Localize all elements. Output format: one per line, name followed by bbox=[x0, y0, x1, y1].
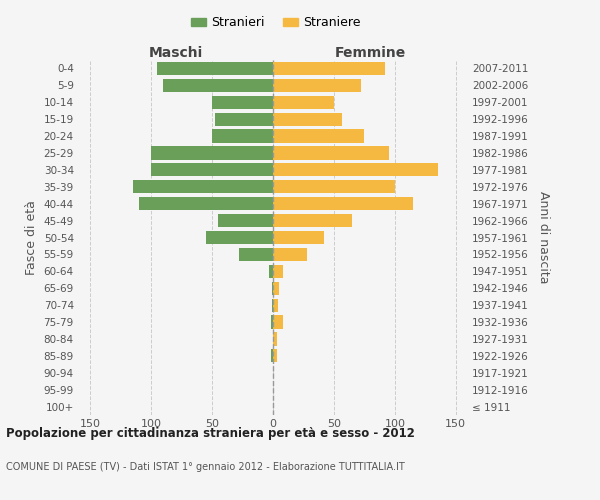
Bar bbox=[151, 146, 273, 160]
Bar bbox=[273, 282, 279, 295]
Bar bbox=[151, 164, 273, 176]
Bar bbox=[273, 197, 413, 210]
Bar bbox=[272, 282, 273, 295]
Bar bbox=[212, 96, 273, 109]
Bar bbox=[206, 231, 273, 244]
Bar bbox=[273, 164, 437, 176]
Bar bbox=[269, 264, 273, 278]
Bar bbox=[273, 79, 361, 92]
Bar bbox=[271, 349, 273, 362]
Bar bbox=[273, 96, 334, 109]
Text: COMUNE DI PAESE (TV) - Dati ISTAT 1° gennaio 2012 - Elaborazione TUTTITALIA.IT: COMUNE DI PAESE (TV) - Dati ISTAT 1° gen… bbox=[6, 462, 405, 472]
Text: Femmine: Femmine bbox=[335, 46, 406, 60]
Bar bbox=[218, 214, 273, 227]
Bar bbox=[139, 197, 273, 210]
Bar bbox=[273, 316, 283, 328]
Bar bbox=[273, 130, 364, 142]
Bar bbox=[273, 231, 324, 244]
Bar bbox=[273, 146, 389, 160]
Bar bbox=[273, 62, 385, 75]
Text: Popolazione per cittadinanza straniera per età e sesso - 2012: Popolazione per cittadinanza straniera p… bbox=[6, 428, 415, 440]
Bar bbox=[215, 112, 273, 126]
Bar bbox=[163, 79, 273, 92]
Bar bbox=[273, 332, 277, 345]
Bar bbox=[273, 298, 278, 312]
Bar bbox=[212, 130, 273, 142]
Bar bbox=[271, 316, 273, 328]
Bar bbox=[273, 112, 343, 126]
Y-axis label: Fasce di età: Fasce di età bbox=[25, 200, 38, 275]
Bar bbox=[272, 298, 273, 312]
Bar bbox=[273, 180, 395, 194]
Bar bbox=[239, 248, 273, 261]
Bar bbox=[133, 180, 273, 194]
Legend: Stranieri, Straniere: Stranieri, Straniere bbox=[186, 11, 366, 34]
Bar bbox=[273, 214, 352, 227]
Bar bbox=[273, 248, 307, 261]
Bar bbox=[157, 62, 273, 75]
Bar bbox=[273, 264, 283, 278]
Bar bbox=[273, 349, 277, 362]
Text: Maschi: Maschi bbox=[148, 46, 203, 60]
Y-axis label: Anni di nascita: Anni di nascita bbox=[537, 191, 550, 284]
